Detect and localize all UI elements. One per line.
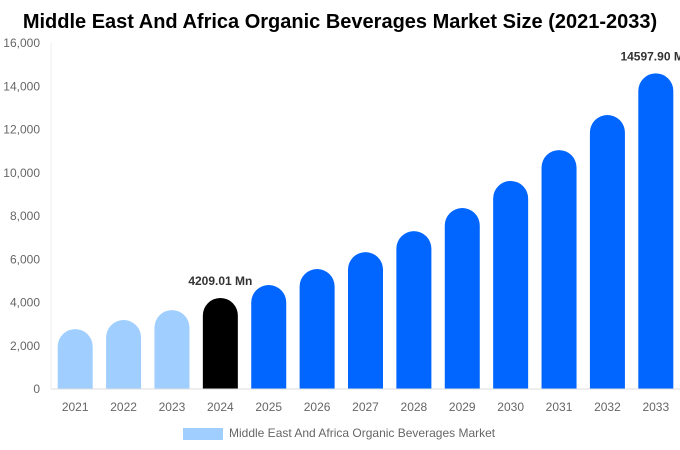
x-tick-label: 2033 [642,400,669,414]
bar-2028 [396,231,432,389]
x-tick-label: 2030 [497,400,524,414]
y-tick-label: 16,000 [3,36,40,50]
x-tick-label: 2024 [207,400,234,414]
data-label-2024: 4209.01 Mn [188,274,252,288]
x-tick-label: 2023 [159,400,186,414]
bar-2030 [493,180,529,389]
y-tick-label: 4,000 [10,296,40,310]
x-tick-label: 2021 [62,400,89,414]
bar-2022 [106,320,142,389]
bar-2032 [589,115,625,390]
bar-2025 [251,284,287,389]
legend-swatch [183,428,223,440]
bar-2023 [154,310,190,389]
y-tick-label: 2,000 [10,339,40,353]
x-tick-label: 2022 [110,400,137,414]
x-tick-label: 2026 [304,400,331,414]
x-tick-label: 2027 [352,400,379,414]
bar-2029 [444,207,480,389]
bar-2024 [202,297,238,389]
y-tick-label: 0 [33,382,40,396]
x-tick-label: 2031 [546,400,573,414]
bar-2031 [541,150,577,389]
y-tick-label: 12,000 [3,123,40,137]
bar-2026 [299,268,335,389]
bar-2027 [348,252,383,389]
x-tick-label: 2029 [449,400,476,414]
bar-2021 [57,329,93,389]
y-tick-label: 6,000 [10,252,40,266]
x-tick-label: 2025 [255,400,282,414]
y-tick-label: 14,000 [3,79,40,93]
x-tick-label: 2028 [401,400,428,414]
y-tick-label: 10,000 [3,166,40,180]
bar-2033 [638,73,674,390]
y-tick-label: 8,000 [10,209,40,223]
chart-title: Middle East And Africa Organic Beverages… [23,11,657,33]
legend-label: Middle East And Africa Organic Beverages… [229,426,496,440]
data-label-2033: 14597.90 Mn [620,49,680,63]
x-tick-label: 2032 [594,400,621,414]
